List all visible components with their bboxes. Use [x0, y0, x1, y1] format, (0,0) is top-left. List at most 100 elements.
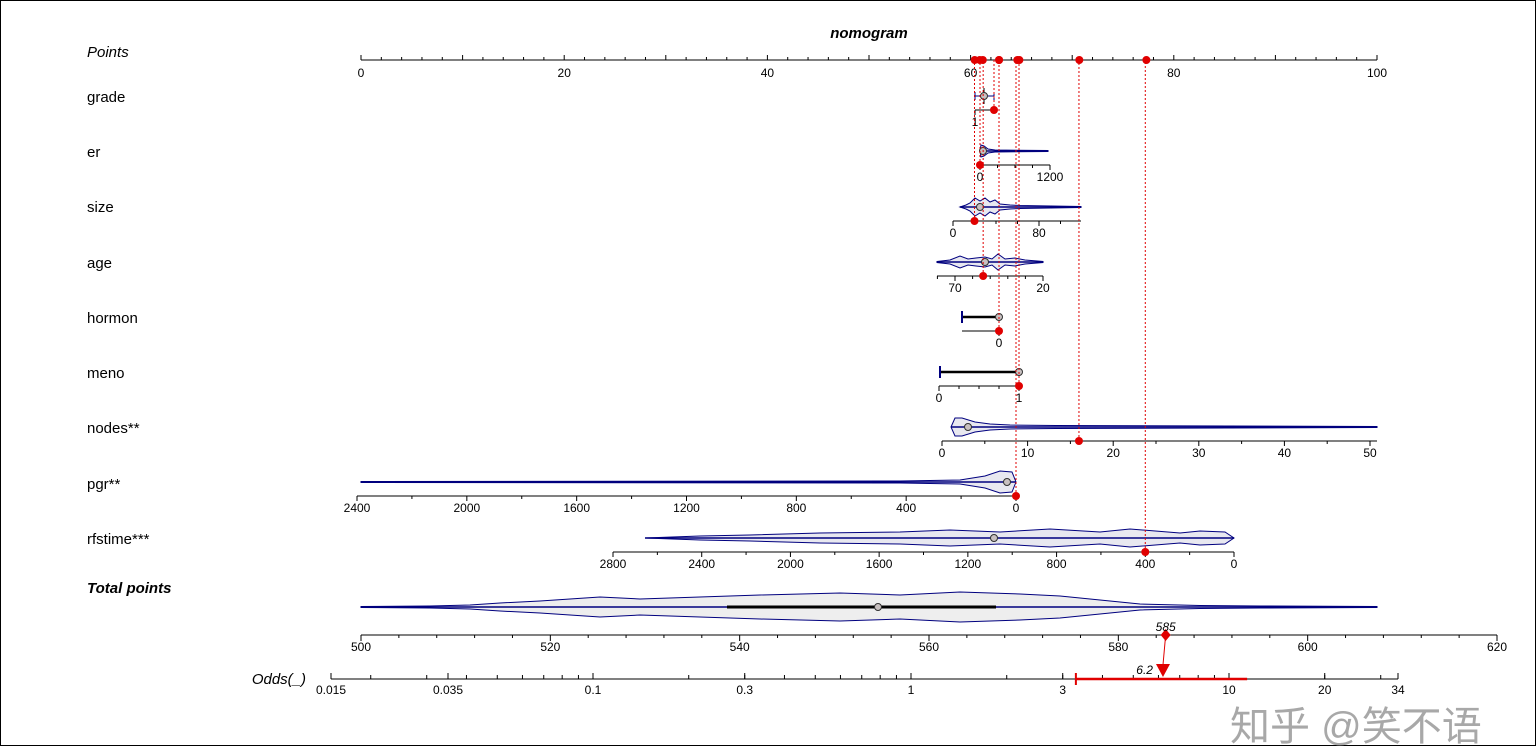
points-axis-selected-point — [1013, 56, 1022, 64]
pgr-tick-label: 800 — [786, 501, 806, 515]
nodes-tick-label: 0 — [939, 446, 946, 460]
odds-tick-label: 0.015 — [316, 683, 346, 697]
variable-label-size: size — [87, 199, 114, 216]
points-tick-label: 60 — [964, 66, 978, 80]
prediction-connector-line — [1162, 634, 1167, 666]
nodes-median-point — [964, 423, 972, 431]
meno-selected-point — [1015, 382, 1023, 390]
total-points-tick-label: 560 — [919, 640, 939, 654]
variable-label-meno: meno — [87, 365, 125, 382]
er-distribution — [979, 144, 1049, 158]
size-tick-label: 80 — [1032, 226, 1046, 240]
hormon-distribution — [961, 311, 1003, 323]
variable-label-er: er — [87, 144, 100, 161]
size-median-point — [976, 203, 984, 211]
meno-tick-label: 0 — [936, 391, 943, 405]
variable-label-grade: grade — [87, 89, 125, 106]
pgr-tick-label: 2400 — [344, 501, 371, 515]
pgr-tick-label: 400 — [896, 501, 916, 515]
age-selected-point — [979, 272, 988, 280]
er-tick-label: 0 — [977, 170, 984, 184]
odds-tick-label: 3 — [1059, 683, 1066, 697]
variable-label-hormon: hormon — [87, 310, 138, 327]
rfstime-tick-label: 1600 — [866, 557, 893, 571]
nodes-tick-label: 50 — [1363, 446, 1377, 460]
pgr-tick-label: 1600 — [563, 501, 590, 515]
rfstime-tick-label: 400 — [1135, 557, 1155, 571]
total-points-tick-label: 520 — [540, 640, 560, 654]
odds-tick-label: 0.3 — [736, 683, 753, 697]
odds-predicted-marker — [1155, 664, 1170, 677]
points-axis-selected-point — [970, 56, 979, 64]
points-tick-label: 20 — [558, 66, 572, 80]
grade-tick-label: 1 — [972, 115, 979, 129]
pgr-distribution — [360, 470, 1017, 494]
pgr-tick-label: 2000 — [453, 501, 480, 515]
hormon-selected-point — [995, 327, 1003, 335]
variable-label-age: age — [87, 255, 112, 272]
rfstime-tick-label: 2800 — [600, 557, 627, 571]
er-selected-point — [976, 161, 984, 169]
size-selected-point — [970, 217, 979, 225]
nodes-tick-label: 20 — [1107, 446, 1121, 460]
odds-predicted-label: 6.2 — [1136, 663, 1153, 677]
pgr-median-point — [1003, 478, 1011, 486]
hormon-tick-label: 0 — [996, 336, 1003, 350]
grade-median-point — [980, 92, 988, 100]
odds-axis-label: Odds(_) — [252, 671, 306, 688]
watermark: 知乎 @笑不语 — [1230, 705, 1482, 746]
rfstime-median-point — [990, 534, 998, 542]
grade-selected-point — [990, 106, 998, 114]
odds-tick-label: 1 — [908, 683, 915, 697]
pgr-tick-label: 1200 — [673, 501, 700, 515]
meno-tick-label: 1 — [1016, 391, 1023, 405]
er-tick-label: 1200 — [1037, 170, 1064, 184]
nodes-distribution — [950, 417, 1378, 437]
nodes-tick-label: 30 — [1192, 446, 1206, 460]
total-points-tick-label: 580 — [1108, 640, 1128, 654]
odds-tick-label: 34 — [1391, 683, 1405, 697]
age-median-point — [981, 258, 989, 266]
pgr-tick-label: 0 — [1013, 501, 1020, 515]
chart-title: nomogram — [830, 25, 908, 42]
odds-tick-label: 0.1 — [585, 683, 602, 697]
points-axis-selected-point — [995, 56, 1004, 64]
total-points-selected-label: 585 — [1156, 620, 1176, 634]
size-tick-label: 0 — [950, 226, 957, 240]
rfstime-tick-label: 800 — [1047, 557, 1067, 571]
rfstime-distribution — [644, 528, 1235, 548]
variable-label-rfstime: rfstime*** — [87, 531, 150, 548]
grade-distribution — [974, 88, 995, 104]
age-distribution — [936, 253, 1044, 271]
rfstime-selected-point — [1141, 548, 1150, 556]
rfstime-tick-label: 2400 — [688, 557, 715, 571]
variable-label-pgr: pgr** — [87, 476, 121, 493]
age-tick-label: 70 — [948, 281, 962, 295]
points-axis-selected-point — [1075, 56, 1084, 64]
odds-tick-label: 20 — [1318, 683, 1332, 697]
total-points-median-point — [874, 603, 882, 611]
total-points-tick-label: 620 — [1487, 640, 1507, 654]
odds-tick-label: 10 — [1222, 683, 1236, 697]
total-points-tick-label: 600 — [1298, 640, 1318, 654]
variable-label-nodes: nodes** — [87, 420, 140, 437]
points-tick-label: 80 — [1167, 66, 1181, 80]
rfstime-tick-label: 0 — [1231, 557, 1238, 571]
rfstime-tick-label: 2000 — [777, 557, 804, 571]
nodes-tick-label: 40 — [1278, 446, 1292, 460]
size-distribution — [958, 197, 1082, 217]
nodes-tick-label: 10 — [1021, 446, 1035, 460]
points-tick-label: 40 — [761, 66, 775, 80]
total-points-tick-label: 500 — [351, 640, 371, 654]
nodes-selected-point — [1074, 437, 1083, 445]
points-axis-selected-point — [978, 56, 987, 64]
points-axis-selected-point — [1142, 56, 1151, 64]
age-tick-label: 20 — [1036, 281, 1050, 295]
points-axis-label: Points — [87, 44, 129, 61]
total-points-label: Total points — [87, 580, 171, 597]
points-tick-label: 100 — [1367, 66, 1387, 80]
rfstime-tick-label: 1200 — [955, 557, 982, 571]
odds-tick-label: 0.035 — [433, 683, 463, 697]
pgr-selected-point — [1012, 492, 1020, 500]
